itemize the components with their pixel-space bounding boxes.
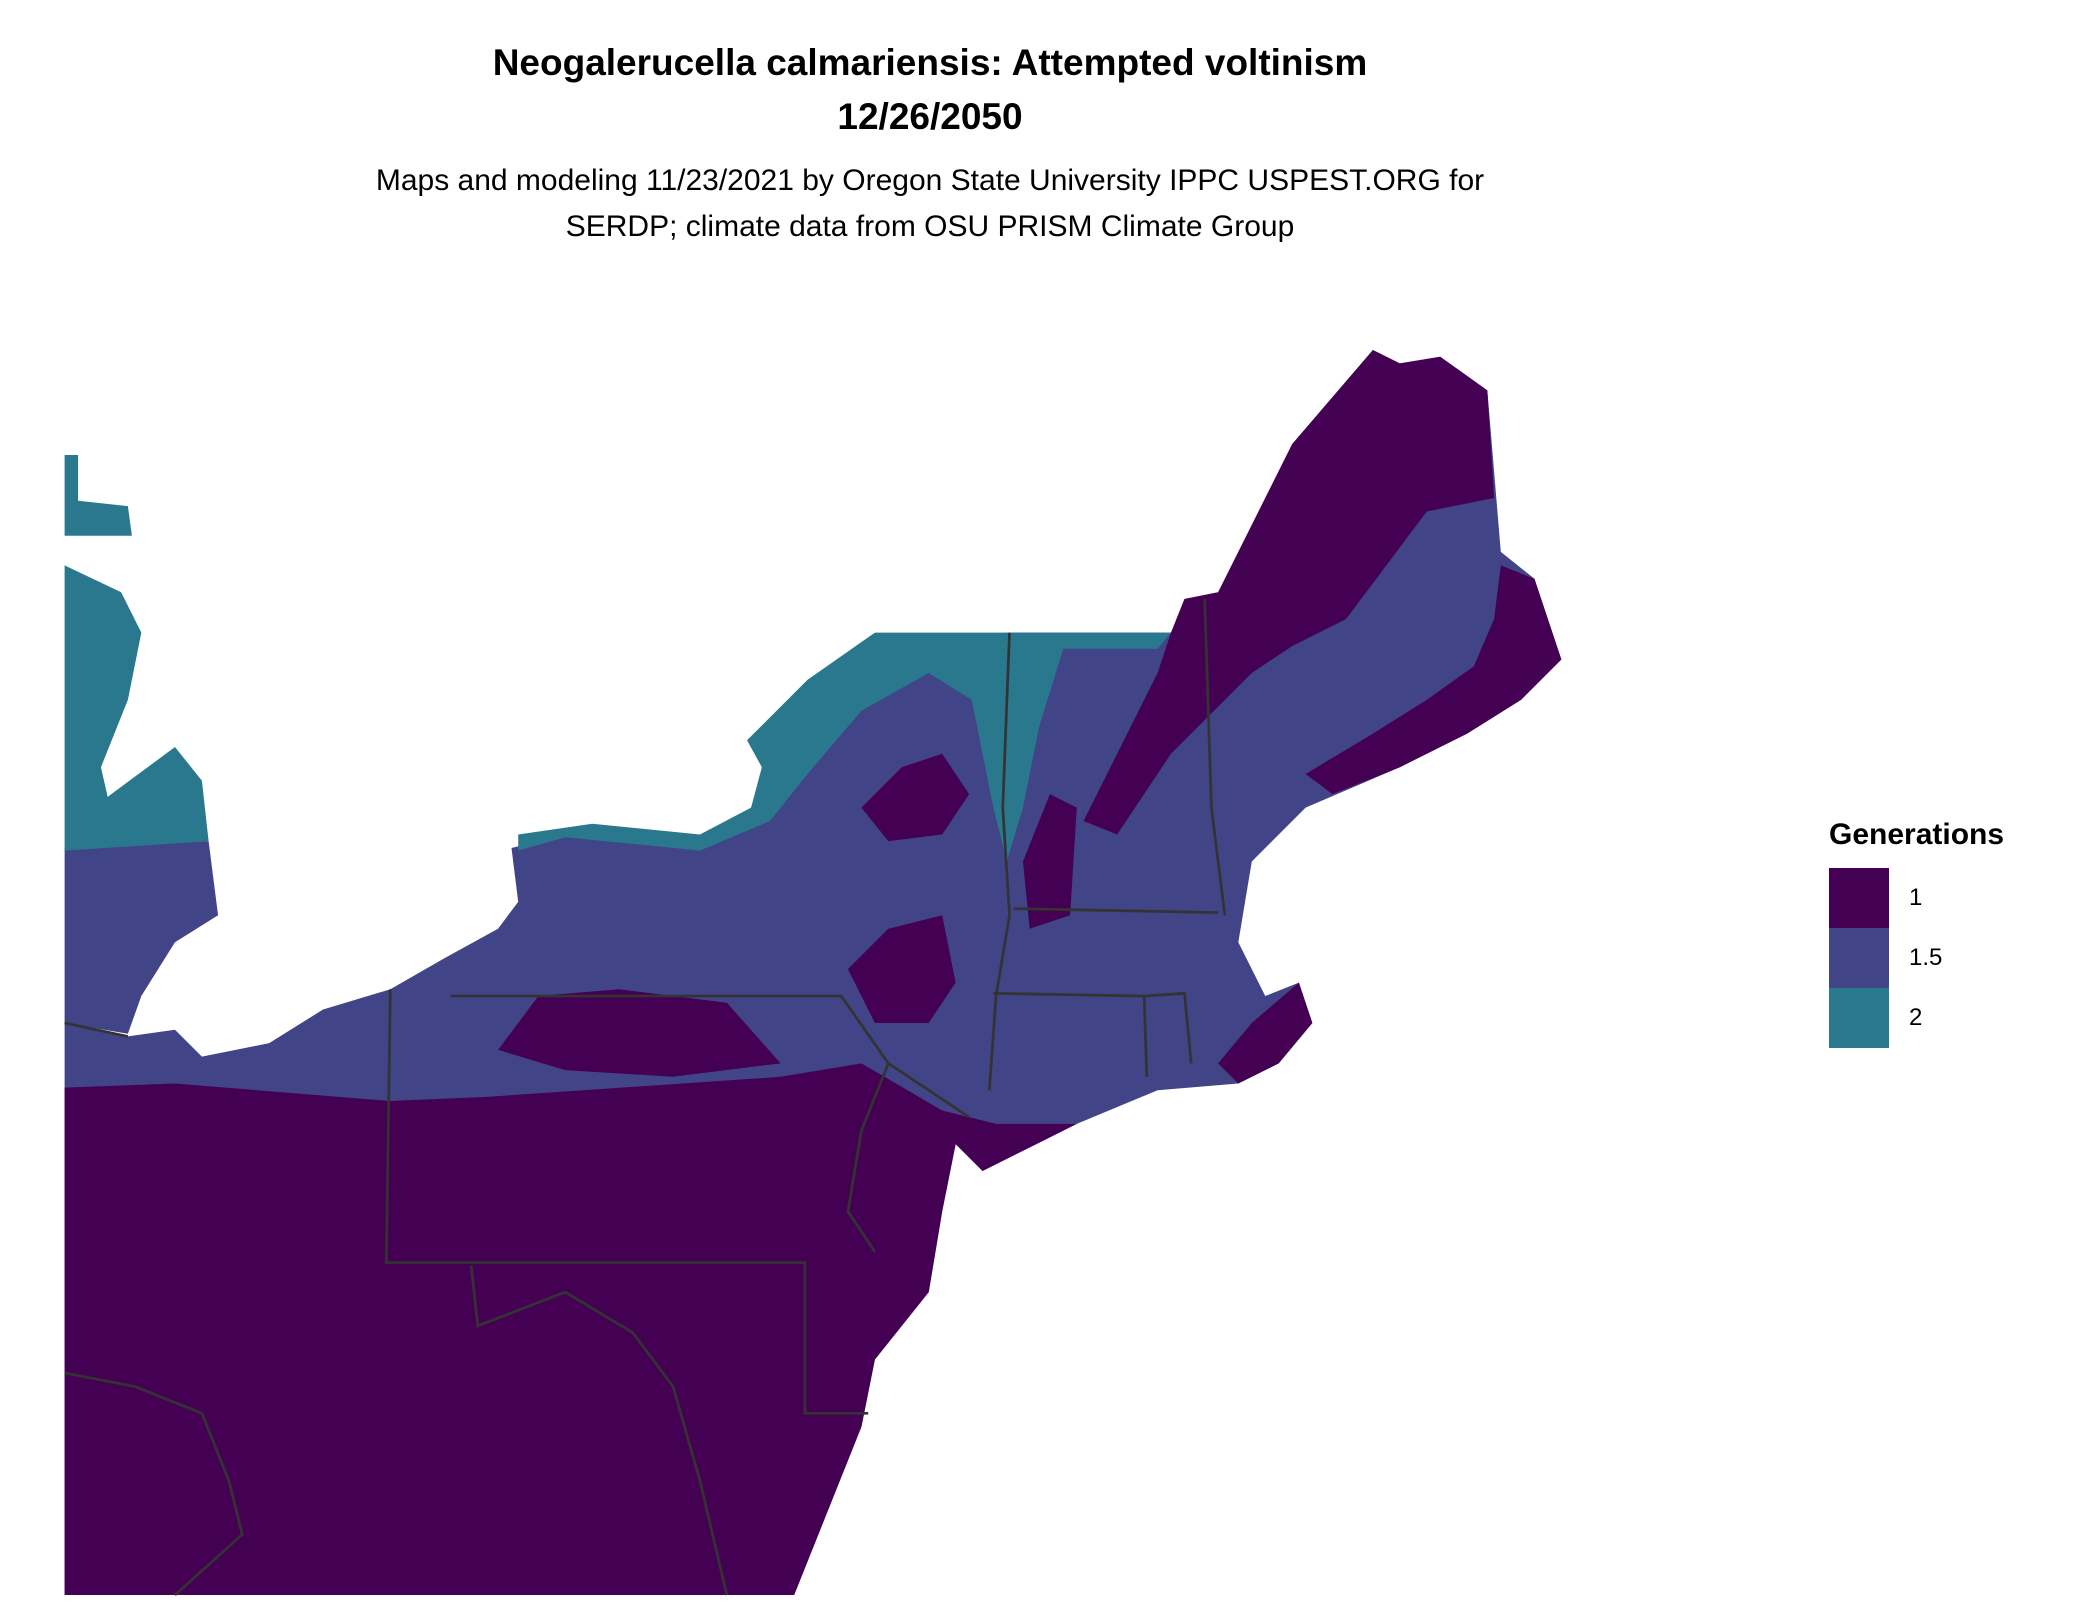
zone-1-southern-tier [498,989,781,1077]
zone-1-catskills [847,915,956,1023]
zone-2-upper-peninsula [64,454,132,536]
legend-label-1: 1 [1909,884,1923,911]
zone-1-new-york-patch [861,753,970,842]
legend-swatch-2 [1829,988,1889,1048]
legend-swatch-1 [1829,868,1889,928]
zone-1-cape-cod [1218,982,1313,1084]
zone-2-michigan [64,565,209,851]
map-subtitle-line2: SERDP; climate data from OSU PRISM Clima… [565,210,1295,243]
map-subtitle-line1: Maps and modeling 11/23/2021 by Oregon S… [375,164,1485,197]
legend-label-1-5: 1.5 [1909,944,1943,971]
legend-swatch-1-5 [1829,928,1889,988]
zone-1-maine-coast [1305,565,1562,795]
zone-1-south [64,1063,1077,1596]
michigan-area [64,841,219,1034]
legend-title: Generations [1829,818,2005,851]
map-title: Neogalerucella calmariensis: Attempted v… [492,42,1368,83]
legend-label-2: 2 [1909,1004,1923,1031]
map-date: 12/26/2050 [837,96,1023,137]
zone-1-maine [1083,349,1495,835]
state-borders [64,598,1227,1597]
